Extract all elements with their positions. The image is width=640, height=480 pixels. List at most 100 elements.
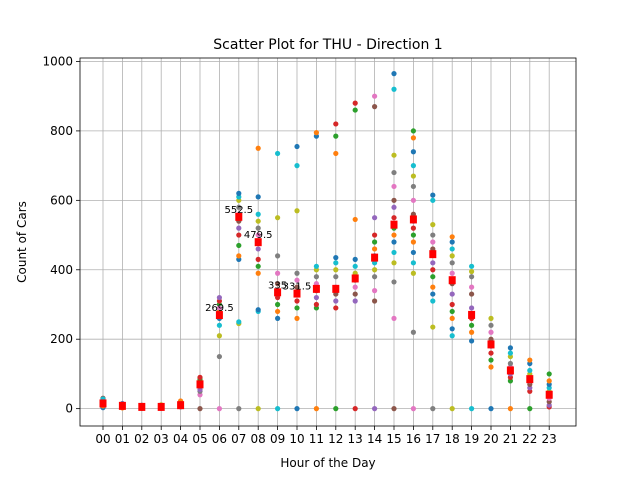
median-marker [390,220,398,229]
median-marker [254,238,262,247]
x-tick-label: 06 [212,432,227,446]
data-point [488,329,494,335]
data-point [236,204,242,210]
data-point [488,315,494,321]
data-point [313,406,319,412]
data-point [449,270,455,276]
data-point [410,239,416,245]
median-annotation: 269.5 [205,303,234,314]
x-tick-label: 19 [464,432,479,446]
data-point [294,270,300,276]
median-marker [487,340,495,349]
x-tick-label: 20 [483,432,498,446]
data-point [372,93,378,99]
data-point [488,357,494,363]
y-tick-label: 400 [50,263,73,277]
data-point [410,197,416,203]
data-point [546,378,552,384]
data-point [236,253,242,259]
median-marker [196,380,204,389]
data-point [410,183,416,190]
data-point [391,183,397,190]
data-point [294,315,300,321]
data-point [469,268,475,275]
data-point [275,315,281,321]
data-point [255,145,261,151]
data-point [449,260,455,266]
data-point [449,333,455,339]
data-point [391,260,397,266]
plot-frame [79,57,577,427]
chart-title: Scatter Plot for THU - Direction 1 [213,37,442,53]
x-tick-label: 14 [367,432,382,446]
x-tick-label: 00 [95,432,110,446]
data-point [469,284,475,290]
median-marker [215,311,223,320]
data-point [236,190,242,196]
data-point [333,260,339,266]
median-annotation: 331.5 [283,282,312,293]
data-point [255,263,261,269]
data-point [469,263,475,269]
median-markers [99,212,553,411]
data-point [430,232,436,238]
data-point [391,71,397,77]
data-point [488,350,494,356]
data-point [352,291,358,297]
data-point [391,279,397,285]
data-point [430,324,436,330]
data-point [352,298,358,304]
data-point [430,291,436,297]
data-point [352,263,358,269]
data-point [391,169,397,176]
data-point [313,263,319,269]
median-annotation: 552.5 [224,205,253,216]
median-marker [429,250,437,259]
data-point [430,406,436,412]
data-point [275,270,281,276]
data-point [313,274,319,280]
data-point [391,152,397,158]
data-point [449,291,455,297]
median-marker [99,399,107,408]
x-tick-label: 13 [348,432,363,446]
data-point [333,267,339,273]
data-point [488,364,494,370]
data-point [255,194,261,200]
median-marker [177,401,185,410]
x-tick-label: 03 [154,432,169,446]
data-point [449,326,455,332]
x-tick-label: 22 [522,432,537,446]
data-point [391,204,397,210]
data-point [236,406,242,412]
median-marker [138,402,146,411]
data-point [488,406,494,412]
data-point [372,298,378,304]
data-point [275,301,281,308]
data-point [352,284,358,290]
data-point [255,256,261,262]
data-point [352,216,358,223]
data-point [275,253,281,259]
data-point [410,173,416,179]
data-point [255,406,261,412]
data-point [449,315,455,321]
x-tick-label: 16 [406,432,421,446]
data-point [216,305,222,311]
data-point [410,260,416,266]
data-point [197,374,203,380]
median-marker [118,401,126,410]
data-point [333,121,339,127]
data-point [216,406,222,412]
data-point [352,107,358,113]
data-point [410,270,416,276]
x-tick-label: 15 [386,432,401,446]
data-point [294,298,300,304]
data-point [469,291,475,297]
data-point [236,242,242,249]
data-point [197,406,203,412]
data-point [507,350,513,356]
data-point [430,274,436,280]
